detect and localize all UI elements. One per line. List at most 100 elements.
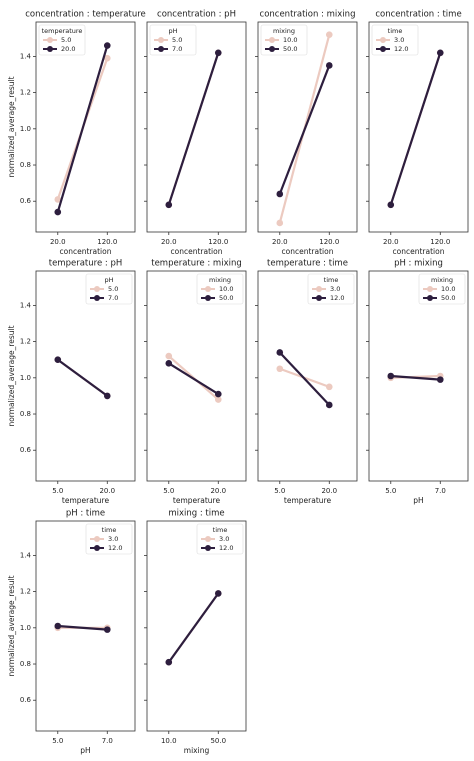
y-axis-label: normalized_average_result: [7, 76, 16, 177]
y-tick-label: 1.2: [20, 588, 31, 596]
x-tick-label: 20.0: [50, 238, 66, 246]
point: [214, 390, 222, 398]
x-tick-label: 10.0: [161, 737, 177, 745]
legend-label: 5.0: [172, 36, 182, 44]
legend-label: 50.0: [219, 294, 233, 302]
y-tick-label: 1.0: [20, 374, 31, 382]
legend-label: 20.0: [61, 45, 75, 53]
plot-frame: [257, 270, 358, 482]
point: [54, 356, 62, 364]
legend-label: 7.0: [108, 294, 118, 302]
legend-marker: [47, 37, 53, 43]
y-axis-label: normalized_average_result: [7, 325, 16, 426]
series-line: [56, 45, 109, 213]
y-tick-label: 1.2: [20, 89, 31, 97]
y-tick-label: 1.2: [20, 338, 31, 346]
y-tick-label: 1.4: [20, 52, 32, 60]
legend-marker: [205, 536, 211, 542]
x-axis-label: mixing: [184, 746, 210, 755]
point: [214, 49, 222, 57]
x-axis-label: temperature: [173, 496, 221, 505]
panel: concentration : mixing 20.0 120.0concentra…: [255, 10, 358, 256]
point: [103, 42, 111, 49]
x-tick-label: 120.0: [319, 238, 339, 246]
y-tick-label: 0.6: [20, 197, 32, 205]
legend-label: 50.0: [283, 45, 297, 53]
x-tick-label: 20.0: [321, 487, 337, 495]
point: [165, 201, 173, 209]
point: [436, 49, 444, 57]
legend-title: time: [324, 276, 339, 284]
x-axis-label: pH: [80, 746, 90, 755]
y-tick-label: 0.6: [20, 696, 32, 704]
series-line: [57, 624, 108, 631]
legend-title: time: [102, 526, 117, 534]
x-tick-label: 120.0: [208, 238, 228, 246]
y-tick-label: 0.6: [20, 446, 32, 454]
legend-marker: [205, 545, 211, 551]
legend-label: 50.0: [441, 294, 455, 302]
legend-title: mixing: [431, 276, 453, 284]
y-axis-label: normalized_average_result: [7, 575, 16, 676]
plot-frame: [35, 520, 136, 732]
panel-title: concentration : temperature: [25, 10, 146, 20]
plot-frame: [257, 21, 358, 233]
legend-label: 12.0: [330, 294, 344, 302]
panel: pH : time 0.6 0.8 1.0 1.2 1.4 normalized_avera…: [7, 509, 136, 755]
y-tick-label: 1.0: [20, 125, 31, 133]
y-tick-label: 1.0: [20, 624, 31, 632]
legend-marker: [94, 295, 100, 301]
y-tick-label: 1.4: [20, 551, 32, 559]
panel: concentration : temperature 0.6 0.8 1.0 1.2 1…: [7, 10, 146, 257]
x-tick-label: 50.0: [210, 737, 226, 745]
series-line: [168, 362, 219, 396]
x-axis-label: concentration: [282, 247, 334, 256]
legend-label: 7.0: [172, 45, 182, 53]
legend-marker: [94, 536, 100, 542]
legend-marker: [380, 37, 386, 43]
legend-marker: [427, 286, 433, 292]
legend-title: mixing: [273, 27, 295, 35]
panel-title: mixing : time: [168, 509, 224, 519]
plot-frame: [146, 270, 247, 482]
plot-frame: [35, 21, 136, 233]
legend-title: mixing: [209, 276, 231, 284]
panel-title: pH : mixing: [394, 259, 443, 269]
x-tick-label: 5.0: [52, 737, 63, 745]
point: [165, 360, 173, 367]
point: [325, 383, 333, 391]
panel: temperature : pH 0.6 0.8 1.0 1.2 1.4 normalize…: [7, 259, 136, 505]
legend-label: 5.0: [108, 285, 118, 293]
y-tick-label: 0.8: [20, 410, 31, 418]
legend-label: 10.0: [441, 285, 455, 293]
legend-label: 10.0: [283, 36, 297, 44]
plot-frame: [368, 270, 469, 482]
legend-marker: [380, 46, 386, 52]
series-line: [167, 52, 220, 206]
plot-frame: [146, 21, 247, 233]
series-line: [390, 374, 441, 381]
legend-marker: [94, 286, 100, 292]
point: [387, 201, 395, 209]
point: [165, 352, 173, 360]
panel-title: temperature : time: [267, 259, 348, 269]
legend-label: 3.0: [330, 285, 340, 293]
x-axis-label: pH: [413, 496, 423, 505]
panel-title: concentration : time: [375, 10, 461, 20]
legend-label: 3.0: [219, 535, 229, 543]
point: [387, 372, 395, 380]
x-tick-label: 120.0: [430, 238, 450, 246]
legend-label: 12.0: [394, 45, 408, 53]
point: [276, 190, 284, 198]
panel-title: concentration : mixing: [260, 10, 356, 20]
series-line: [278, 65, 331, 195]
panel-title: concentration : pH: [157, 10, 236, 20]
legend-title: time: [213, 526, 228, 534]
series-line: [167, 592, 220, 663]
series-line: [57, 358, 108, 397]
point: [325, 31, 333, 38]
